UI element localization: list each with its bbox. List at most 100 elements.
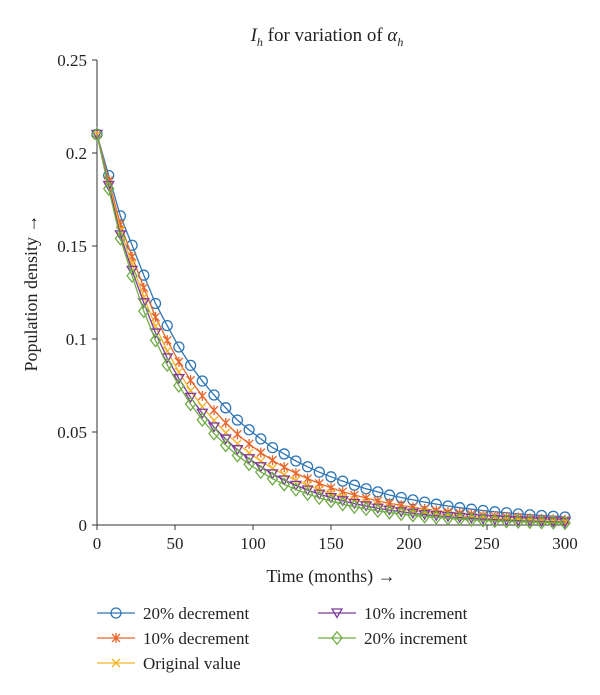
y-tick-label: 0.15 — [57, 237, 87, 256]
legend-marker — [111, 633, 121, 643]
x-tick-label: 0 — [93, 534, 102, 553]
data-point — [173, 341, 185, 353]
data-point — [290, 482, 302, 497]
x-tick-label: 150 — [318, 534, 344, 553]
data-point — [91, 127, 103, 142]
legend-marker — [331, 630, 343, 646]
series-2 — [92, 129, 570, 526]
data-point — [220, 402, 232, 414]
legend-marker — [110, 607, 122, 619]
data-point — [231, 414, 244, 426]
x-tick-label: 50 — [167, 534, 184, 553]
series-4 — [91, 127, 571, 531]
data-point — [90, 129, 104, 141]
data-point — [219, 437, 232, 453]
legend: 20% decrement 10% decrement Original value… — [97, 604, 468, 673]
data-point — [243, 456, 255, 472]
data-point — [197, 390, 207, 401]
series-line — [96, 134, 566, 521]
data-point — [207, 422, 221, 433]
data-point — [196, 408, 209, 419]
data-point — [114, 231, 127, 246]
data-point — [291, 475, 301, 485]
data-point — [196, 412, 209, 428]
data-point — [325, 493, 337, 509]
x-axis-label: Time (months) → — [266, 566, 395, 587]
data-point — [430, 510, 443, 525]
legend-label: 20% increment — [364, 629, 468, 648]
data-point — [278, 448, 290, 460]
legend-item: Original value — [97, 654, 241, 673]
data-point — [325, 471, 337, 483]
data-point — [477, 513, 489, 528]
data-point — [278, 475, 291, 486]
y-tick-label: 0.05 — [57, 423, 87, 442]
legend-item: 10% decrement — [97, 629, 249, 648]
x-tick-label: 300 — [552, 534, 578, 553]
data-point — [244, 448, 254, 458]
legend-marker — [111, 658, 121, 668]
legend-marker — [330, 608, 344, 619]
series-1 — [92, 129, 570, 525]
data-point — [196, 375, 208, 387]
series-line — [96, 134, 566, 524]
data-point — [127, 251, 137, 262]
data-point — [125, 265, 139, 277]
data-point — [524, 514, 536, 530]
data-point — [349, 490, 359, 501]
legend-item: 20% increment — [318, 629, 468, 648]
x-tick-label: 100 — [240, 534, 266, 553]
data-point — [442, 511, 454, 526]
data-point — [348, 499, 361, 515]
data-point — [547, 515, 560, 530]
data-point — [209, 405, 219, 416]
legend-label: 20% decrement — [143, 604, 249, 623]
data-point — [301, 486, 314, 502]
data-point — [173, 378, 185, 393]
data-point — [303, 480, 313, 490]
data-point — [383, 505, 396, 520]
data-point — [418, 509, 431, 524]
data-point — [290, 455, 302, 467]
data-point — [407, 508, 419, 523]
y-tick-label: 0 — [79, 516, 88, 535]
data-point — [208, 389, 220, 401]
data-point — [219, 434, 232, 445]
data-point — [291, 468, 301, 479]
series-line — [96, 134, 566, 523]
legend-item: 20% decrement — [97, 604, 249, 623]
data-point — [559, 515, 571, 531]
y-tick-label: 0.2 — [66, 144, 87, 163]
data-point — [161, 357, 174, 373]
data-point — [255, 433, 267, 445]
data-point — [186, 375, 196, 386]
data-point — [174, 356, 184, 367]
data-point — [279, 470, 289, 480]
legend-label: 10% decrement — [143, 629, 249, 648]
data-point — [184, 359, 197, 372]
data-point — [254, 462, 267, 473]
chart-title: Ih for variation of αh — [250, 25, 404, 49]
data-point — [278, 477, 291, 492]
data-point — [360, 501, 372, 517]
x-tick-label: 200 — [396, 534, 422, 553]
data-point — [371, 503, 384, 519]
data-point — [268, 463, 277, 473]
series-0 — [91, 128, 571, 523]
data-point — [337, 475, 349, 487]
data-point — [126, 268, 138, 284]
data-point — [244, 438, 254, 449]
data-point — [184, 396, 197, 412]
data-point — [313, 490, 326, 506]
data-point — [161, 319, 173, 332]
data-point — [149, 333, 162, 348]
data-point — [172, 373, 186, 385]
data-point — [512, 514, 525, 529]
data-point — [231, 445, 244, 456]
y-axis-label: Population density → — [21, 215, 41, 372]
y-tick-label: 0.25 — [57, 51, 87, 70]
data-point — [208, 426, 220, 441]
data-point — [162, 335, 172, 346]
data-point — [266, 441, 279, 454]
